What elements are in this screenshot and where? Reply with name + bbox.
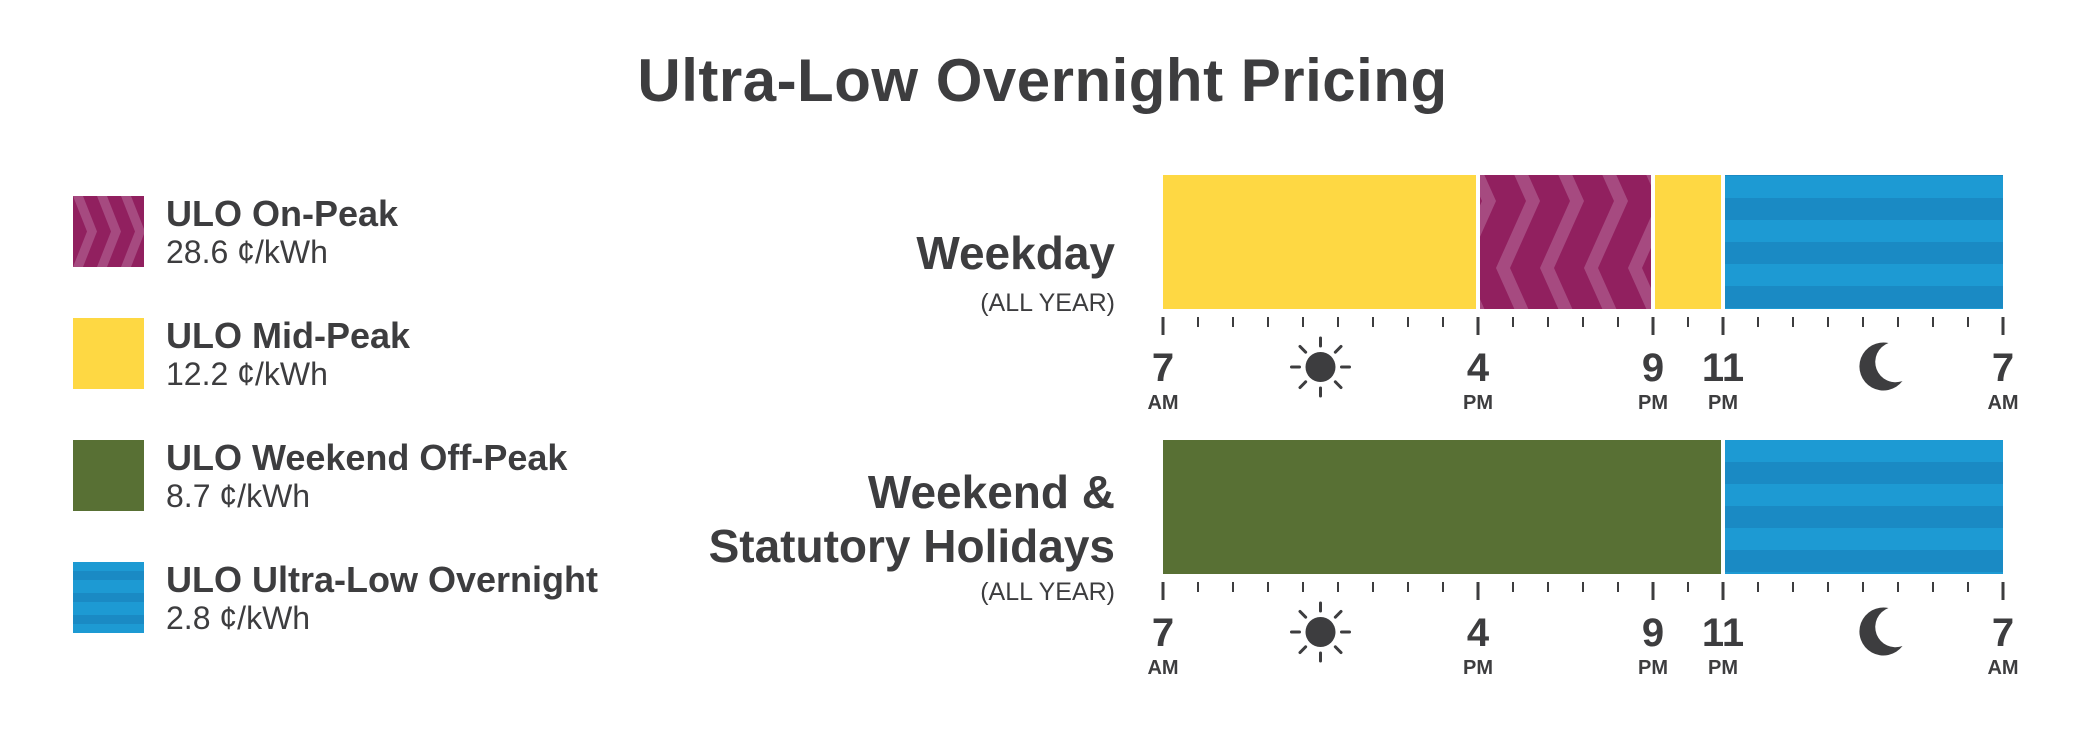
tick-ampm-label: AM: [1147, 392, 1178, 414]
tick-label: 11: [1702, 346, 1744, 390]
row-sublabel-weekend: (ALL YEAR): [980, 578, 1115, 606]
segment-divider: [1721, 175, 1725, 309]
row-label-weekday: Weekday: [916, 227, 1115, 279]
moon-icon: [1859, 342, 1903, 391]
tick-ampm-label: AM: [1987, 392, 2018, 414]
tick-ampm-label: PM: [1463, 657, 1493, 679]
legend-name: ULO Ultra-Low Overnight: [166, 559, 598, 600]
bar-segment-ultra-low: [1723, 440, 2003, 574]
legend-price: 2.8 ¢/kWh: [166, 600, 311, 636]
row-sublabel-weekday: (ALL YEAR): [980, 289, 1115, 317]
legend-name: ULO Weekend Off-Peak: [166, 437, 568, 478]
segment-divider: [1476, 175, 1480, 309]
bar-segment-ultra-low: [1723, 175, 2003, 309]
tick-ampm-label: PM: [1463, 392, 1493, 414]
row-label-weekend: Weekend & Statutory Holidays: [709, 465, 1115, 573]
row-label-line: Weekend &: [867, 466, 1115, 518]
sun-icon: [1290, 336, 1351, 398]
legend-swatch-mid-peak: [73, 318, 144, 389]
bar-segment-on-peak: [1478, 175, 1653, 309]
tick-label: 7: [1152, 611, 1174, 655]
tick-ampm-label: PM: [1708, 392, 1738, 414]
legend-swatch-ultra-low: [73, 562, 144, 633]
legend-price: 12.2 ¢/kWh: [166, 356, 328, 392]
row-label-line: Statutory Holidays: [708, 520, 1115, 572]
tick-label: 7: [1992, 346, 2014, 390]
legend-swatch-weekend-off-peak: [73, 440, 144, 511]
bar-segment-weekend-off-peak: [1163, 440, 1723, 574]
tick-label: 9: [1642, 611, 1664, 655]
tick-label: 7: [1992, 611, 2014, 655]
legend-swatch-on-peak: [73, 196, 144, 267]
tick-label: 11: [1702, 611, 1744, 655]
tick-ampm-label: AM: [1987, 657, 2018, 679]
segment-divider: [1651, 175, 1655, 309]
tick-ampm-label: PM: [1638, 657, 1668, 679]
legend-name: ULO Mid-Peak: [166, 315, 411, 356]
tick-label: 7: [1152, 346, 1174, 390]
legend-name: ULO On-Peak: [166, 193, 399, 234]
tick-ampm-label: PM: [1708, 657, 1738, 679]
tick-ampm-label: PM: [1638, 392, 1668, 414]
tick-label: 4: [1467, 346, 1490, 390]
segment-divider: [1721, 440, 1725, 574]
bar-segment-mid-peak: [1653, 175, 1723, 309]
tick-label: 9: [1642, 346, 1664, 390]
tick-label: 4: [1467, 611, 1490, 655]
moon-icon: [1859, 607, 1903, 656]
tick-ampm-label: AM: [1147, 657, 1178, 679]
legend-price: 28.6 ¢/kWh: [166, 234, 328, 270]
page-title: Ultra-Low Overnight Pricing: [637, 47, 1448, 114]
sun-icon: [1290, 601, 1351, 663]
bar-segment-mid-peak: [1163, 175, 1478, 309]
legend-price: 8.7 ¢/kWh: [166, 478, 311, 514]
